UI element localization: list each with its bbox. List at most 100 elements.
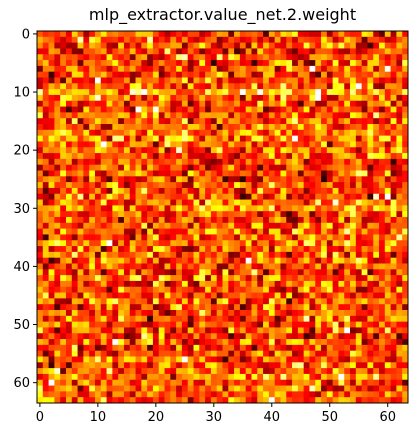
heatmap-cell [42,187,49,195]
heatmap-cell [326,211,333,218]
heatmap-cell [350,135,357,142]
heatmap-cell [292,333,299,340]
heatmap-cell [239,89,247,96]
heatmap-cell [54,89,61,96]
heatmap-cell [65,211,73,218]
heatmap-cell [379,275,386,282]
heatmap-cell [355,385,362,392]
heatmap-cell [129,118,136,125]
heatmap-cell [60,240,67,247]
heatmap-cell [257,124,264,131]
heatmap-cell [280,153,287,160]
heatmap-cell [402,106,409,113]
heatmap-cell [187,246,194,253]
heatmap-cell [65,164,73,171]
heatmap-cell [187,350,194,357]
heatmap-cell [309,234,316,241]
heatmap-cell [268,327,276,334]
heatmap-cell [77,286,84,293]
heatmap-cell [390,89,397,96]
heatmap-cell [152,94,160,102]
heatmap-cell [361,193,368,200]
heatmap-cell [332,36,339,43]
heatmap-cell [42,257,49,264]
heatmap-cell [321,228,328,235]
heatmap-cell [147,391,154,398]
heatmap-cell [379,94,386,102]
heatmap-cell [280,257,287,264]
heatmap-cell [141,77,148,84]
heatmap-cell [396,275,403,282]
heatmap-cell [205,182,212,189]
heatmap-cell [83,205,90,212]
heatmap-cell [94,89,102,96]
heatmap-cell [77,211,84,218]
heatmap-cell [170,373,177,381]
heatmap-cell [112,77,119,84]
heatmap-cell [164,391,171,398]
heatmap-cell [326,269,333,276]
heatmap-cell [315,339,322,346]
heatmap-cell [152,77,160,84]
heatmap-cell [239,240,247,247]
heatmap-cell [245,211,252,218]
heatmap-cell [106,106,113,113]
heatmap-cell [390,327,397,334]
heatmap-cell [326,112,333,119]
heatmap-cell [384,275,391,282]
heatmap-cell [344,31,351,38]
heatmap-cell [54,71,61,78]
heatmap-cell [379,205,386,212]
heatmap-cell [239,141,247,148]
heatmap-cell [274,315,281,322]
heatmap-cell [292,257,299,264]
heatmap-cell [48,368,55,375]
heatmap-cell [210,141,218,148]
heatmap-cell [100,315,107,322]
heatmap-cell [350,385,357,392]
heatmap-cell [390,373,397,381]
heatmap-cell [338,65,345,73]
heatmap-cell [94,205,102,212]
heatmap-cell [396,315,403,322]
heatmap-cell [65,350,73,357]
heatmap-cell [373,339,380,346]
heatmap-cell [396,391,403,398]
heatmap-cell [181,211,189,218]
heatmap-cell [176,362,183,369]
heatmap-cell [350,310,357,317]
heatmap-cell [373,257,380,264]
heatmap-cell [402,124,409,131]
heatmap-cell [118,106,125,113]
heatmap-cell [239,310,247,317]
heatmap-cell [48,292,55,299]
heatmap-cell [158,373,165,381]
heatmap-cell [181,153,189,160]
heatmap-cell [297,234,305,241]
heatmap-cell [309,153,316,160]
heatmap-cell [379,263,386,270]
heatmap-cell [181,36,189,43]
heatmap-cell [152,71,160,78]
heatmap-cell [332,292,339,299]
heatmap-cell [268,187,276,195]
heatmap-cell [280,391,287,398]
heatmap-cell [37,373,44,381]
heatmap-cell [112,94,119,102]
heatmap-cell [60,124,67,131]
heatmap-cell [187,124,194,131]
heatmap-cell [355,234,362,241]
heatmap-cell [176,391,183,398]
heatmap-cell [176,205,183,212]
heatmap-cell [193,286,200,293]
heatmap-cell [274,205,281,212]
heatmap-cell [384,344,391,352]
heatmap-cell [100,187,107,195]
heatmap-cell [106,124,113,131]
heatmap-cell [152,269,160,276]
heatmap-cell [118,397,125,404]
heatmap-cell [193,89,200,96]
heatmap-cell [164,94,171,102]
heatmap-cell [355,391,362,398]
heatmap-cell [280,344,287,352]
